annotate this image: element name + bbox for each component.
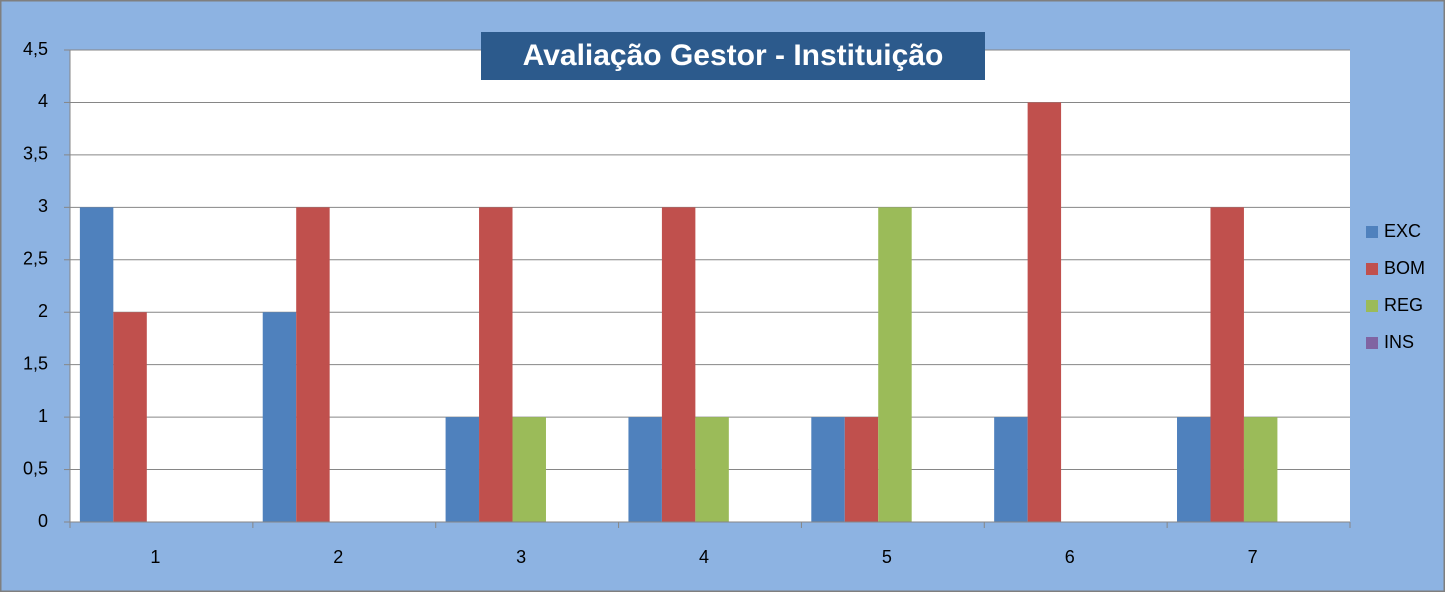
legend-label: EXC xyxy=(1384,221,1421,241)
bar xyxy=(1210,207,1244,523)
bar xyxy=(1243,417,1278,522)
bar xyxy=(844,417,879,522)
bar xyxy=(628,417,662,522)
y-tick-label: 4 xyxy=(38,91,48,111)
legend-swatch xyxy=(1366,300,1378,312)
legend-swatch xyxy=(1366,226,1378,238)
y-tick-label: 1 xyxy=(38,406,48,426)
legend-swatch xyxy=(1366,337,1378,349)
x-tick-label: 6 xyxy=(1065,547,1075,567)
legend-swatch xyxy=(1366,263,1378,275)
bar xyxy=(1177,417,1211,522)
legend-label: BOM xyxy=(1384,258,1425,278)
bar xyxy=(878,207,912,523)
bar xyxy=(994,417,1028,522)
bar xyxy=(445,417,480,522)
x-tick-label: 4 xyxy=(699,547,709,567)
bar xyxy=(695,417,729,522)
x-tick-label: 7 xyxy=(1248,547,1258,567)
y-tick-label: 4,5 xyxy=(23,39,48,59)
bar xyxy=(262,312,297,522)
y-tick-label: 0 xyxy=(38,511,48,531)
bar xyxy=(113,312,147,522)
y-tick-label: 2,5 xyxy=(23,249,48,269)
bar xyxy=(79,207,114,523)
bar xyxy=(296,207,330,523)
bar xyxy=(512,417,546,522)
x-tick-label: 5 xyxy=(882,547,892,567)
y-tick-label: 0,5 xyxy=(23,458,48,478)
x-tick-label: 2 xyxy=(333,547,343,567)
bar xyxy=(811,417,845,522)
y-tick-label: 3,5 xyxy=(23,144,48,164)
bar xyxy=(1027,102,1062,522)
title-box xyxy=(481,32,985,80)
y-tick-label: 3 xyxy=(38,196,48,216)
y-tick-label: 1,5 xyxy=(23,353,48,373)
bar xyxy=(479,207,513,523)
x-tick-label: 1 xyxy=(150,547,160,567)
y-tick-label: 2 xyxy=(38,301,48,321)
legend-label: REG xyxy=(1384,295,1423,315)
bar xyxy=(661,207,696,523)
chart-title: Avaliação Gestor - Instituição xyxy=(523,39,944,72)
legend-label: INS xyxy=(1384,332,1414,352)
x-tick-label: 3 xyxy=(516,547,526,567)
